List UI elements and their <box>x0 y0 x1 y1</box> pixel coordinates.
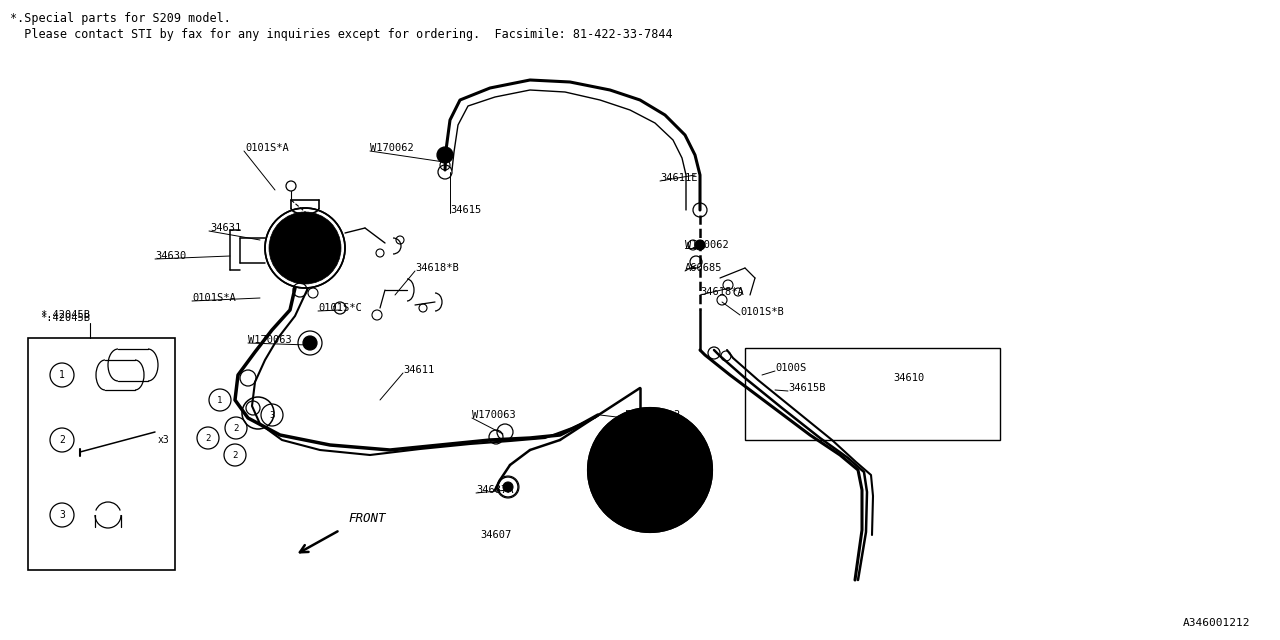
Text: A346001212: A346001212 <box>1183 618 1251 628</box>
Text: 0101S*C: 0101S*C <box>317 303 362 313</box>
Text: 34611E: 34611E <box>660 173 698 183</box>
Text: 1: 1 <box>59 370 65 380</box>
Text: 2: 2 <box>205 433 211 442</box>
Text: *.42045B: *.42045B <box>40 313 90 323</box>
Text: Please contact STI by fax for any inquiries except for ordering.  Facsimile: 81-: Please contact STI by fax for any inquir… <box>10 28 672 41</box>
Circle shape <box>269 212 340 284</box>
Text: 34631: 34631 <box>210 223 241 233</box>
Text: W170063: W170063 <box>248 335 292 345</box>
Circle shape <box>303 336 317 350</box>
Text: 2: 2 <box>59 435 65 445</box>
Bar <box>745 348 1000 440</box>
Text: 34611: 34611 <box>403 365 434 375</box>
Text: 34615B: 34615B <box>788 383 826 393</box>
Text: 34687A: 34687A <box>476 485 513 495</box>
Text: 0101S*B: 0101S*B <box>740 307 783 317</box>
Text: W170062: W170062 <box>685 240 728 250</box>
Text: W170063: W170063 <box>472 410 516 420</box>
Text: 34615: 34615 <box>451 205 481 215</box>
Text: 34607: 34607 <box>480 530 511 540</box>
Text: x3: x3 <box>157 435 170 445</box>
Text: FRONT: FRONT <box>348 512 385 525</box>
Circle shape <box>598 492 608 502</box>
Circle shape <box>588 408 712 532</box>
Text: 1: 1 <box>218 396 223 404</box>
Text: 34618*B: 34618*B <box>415 263 458 273</box>
Text: W170062: W170062 <box>370 143 413 153</box>
Circle shape <box>436 147 453 163</box>
Circle shape <box>695 240 705 250</box>
Text: *.42045B: *.42045B <box>40 310 90 320</box>
Circle shape <box>645 519 655 529</box>
Text: 34630: 34630 <box>155 251 187 261</box>
Circle shape <box>645 411 655 421</box>
Circle shape <box>691 492 701 502</box>
Text: 34610: 34610 <box>893 373 924 383</box>
Text: 2: 2 <box>233 424 238 433</box>
Text: 0101S*A: 0101S*A <box>192 293 236 303</box>
Text: 0100S: 0100S <box>774 363 806 373</box>
Text: 3: 3 <box>269 410 275 419</box>
Text: 3: 3 <box>59 510 65 520</box>
Circle shape <box>598 438 608 448</box>
Bar <box>28 338 175 570</box>
Circle shape <box>691 438 701 448</box>
Text: *.Special parts for S209 model.: *.Special parts for S209 model. <box>10 12 230 25</box>
Text: FIG.348-2: FIG.348-2 <box>625 410 681 420</box>
Text: 34618*A: 34618*A <box>700 287 744 297</box>
Text: 0101S*A: 0101S*A <box>244 143 289 153</box>
Text: 2: 2 <box>232 451 238 460</box>
Circle shape <box>503 482 513 492</box>
Text: A60685: A60685 <box>685 263 722 273</box>
